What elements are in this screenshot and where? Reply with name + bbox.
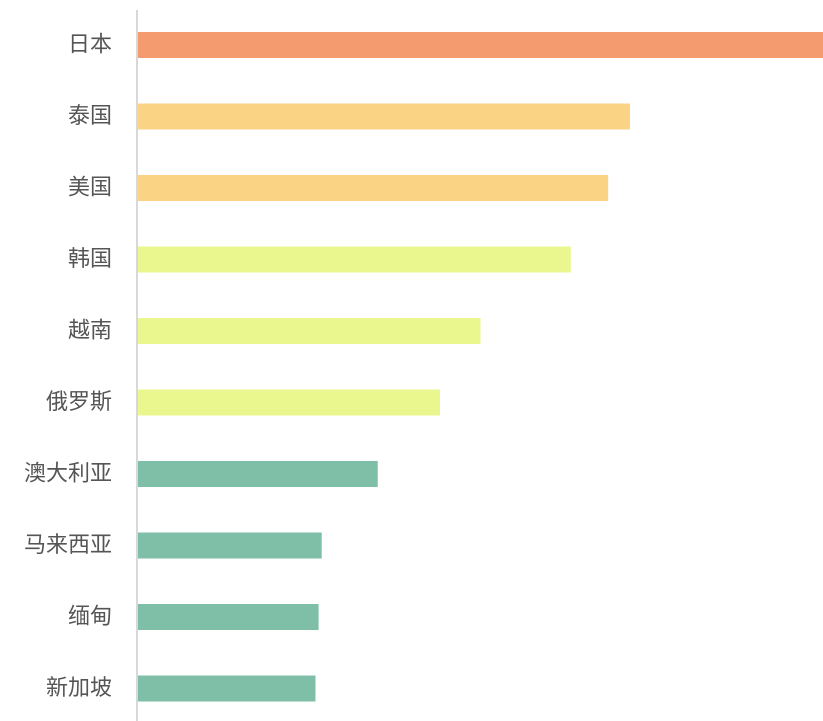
bar-5 [138, 389, 441, 416]
bar-6 [138, 461, 378, 487]
category-label-0: 日本 [68, 33, 112, 58]
category-label-5: 俄罗斯 [46, 390, 112, 415]
category-label-6: 澳大利亚 [24, 462, 112, 487]
bar-8 [138, 604, 319, 630]
category-label-8: 缅甸 [68, 605, 112, 630]
category-label-1: 泰国 [68, 104, 112, 129]
bar-1 [138, 103, 630, 130]
bar-9 [138, 675, 316, 702]
category-label-2: 美国 [68, 176, 112, 201]
bar-2 [138, 175, 609, 201]
category-label-7: 马来西亚 [24, 533, 112, 558]
bar-4 [138, 318, 481, 344]
category-label-3: 韩国 [68, 247, 112, 272]
category-label-4: 越南 [68, 319, 112, 344]
bar-3 [138, 246, 571, 273]
category-label-9: 新加坡 [46, 676, 112, 701]
bar-7 [138, 532, 322, 559]
bar-0 [138, 32, 823, 58]
bars-group [138, 32, 823, 702]
